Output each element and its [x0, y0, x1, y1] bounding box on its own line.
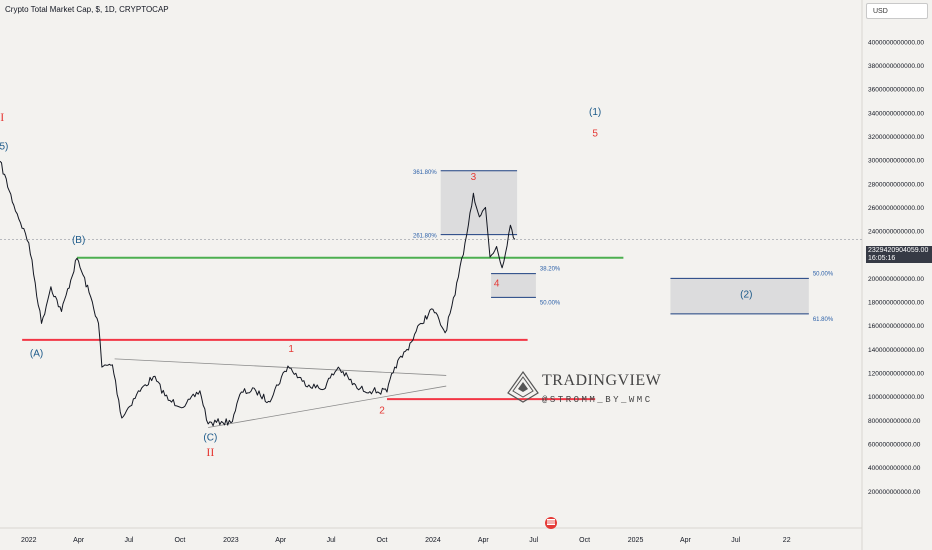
- y-tick-label: 3000000000000.00: [868, 158, 924, 165]
- x-tick-label: Jul: [731, 537, 740, 544]
- wave-label: 4: [494, 279, 500, 290]
- trendline-1: [208, 385, 447, 428]
- y-tick-label: 3400000000000.00: [868, 110, 924, 117]
- y-tick-label: 2000000000000.00: [868, 276, 924, 283]
- trendline-0: [114, 358, 447, 376]
- y-tick-label: 3800000000000.00: [868, 63, 924, 70]
- price-series-line: [0, 160, 516, 427]
- y-tick-label: 1400000000000.00: [868, 347, 924, 354]
- y-tick-label: 400000000000.00: [868, 465, 921, 472]
- current-price-tag: 2329420904059.00 16:05:16: [866, 246, 932, 263]
- x-tick-label: Apr: [478, 537, 490, 544]
- wave-label: (2): [740, 289, 752, 300]
- wave-label: (A): [30, 348, 43, 359]
- fib-zones: 361.80% 261.80% 38.20% 50.00% 50.00% 61.80%: [413, 170, 834, 323]
- fib-level-label: 361.80%: [413, 170, 437, 176]
- chart-title: Crypto Total Market Cap, $, 1D, CRYPTOCA…: [5, 5, 169, 14]
- bar-countdown: 16:05:16: [868, 255, 896, 262]
- trendlines: [114, 358, 447, 428]
- y-tick-label: 1800000000000.00: [868, 300, 924, 307]
- watermark-author: @STROMM_BY_WMC: [542, 395, 653, 405]
- y-tick-label: 1000000000000.00: [868, 394, 924, 401]
- y-tick-label: 200000000000.00: [868, 489, 921, 496]
- fib-level-label: 261.80%: [413, 234, 437, 240]
- wave-label: 5: [592, 128, 598, 139]
- x-tick-label: Jul: [529, 537, 538, 544]
- y-tick-label: 2600000000000.00: [868, 205, 924, 212]
- fib-level-label: 61.80%: [813, 317, 834, 323]
- current-price-value: 2329420904059.00: [868, 247, 929, 254]
- tradingview-logo-icon: [507, 370, 539, 403]
- fib-zone-2: [670, 278, 809, 314]
- y-tick-label: 2400000000000.00: [868, 229, 924, 236]
- y-tick-label: 4000000000000.00: [868, 39, 924, 46]
- y-tick-label: 600000000000.00: [868, 442, 921, 449]
- wave-label: II: [206, 445, 214, 459]
- flag-icon[interactable]: [545, 517, 557, 529]
- wave-label: 2: [379, 405, 385, 416]
- x-tick-label: Apr: [73, 537, 85, 544]
- x-tick-label: 2024: [425, 537, 441, 544]
- x-tick-label: 2023: [223, 537, 239, 544]
- wave-label: 3: [471, 172, 477, 183]
- y-tick-label: 3600000000000.00: [868, 87, 924, 94]
- y-tick-label: 800000000000.00: [868, 418, 921, 425]
- y-tick-label: 3200000000000.00: [868, 134, 924, 141]
- x-axis-ticks: 2022 Apr Jul Oct 2023 Apr Jul Oct 2024 Apr Jul Oct 2…: [21, 537, 791, 544]
- wave-label: (1): [589, 107, 601, 118]
- wave-label: (5): [0, 141, 8, 152]
- watermark-brand: TRADINGVIEW: [542, 372, 662, 389]
- x-tick-label: 2025: [628, 537, 644, 544]
- wave-label: 1: [288, 344, 294, 355]
- x-tick-label: Oct: [377, 537, 388, 544]
- x-tick-label: Apr: [275, 537, 287, 544]
- horizontal-levels: [22, 256, 624, 401]
- wave-annotations: I (5) (B) (A) 1 (C) II 2 3 4 (1) 5 (2): [0, 107, 752, 459]
- wave-label: (C): [203, 432, 217, 443]
- x-tick-label: Jul: [125, 537, 134, 544]
- y-tick-label: 1600000000000.00: [868, 323, 924, 330]
- fib-level-label: 50.00%: [813, 271, 834, 277]
- fib-zone-0: [440, 170, 518, 235]
- x-tick-label: Apr: [680, 537, 692, 544]
- x-tick-label: Jul: [327, 537, 336, 544]
- fib-zone-1: [491, 273, 536, 298]
- wave-label: (B): [72, 235, 85, 246]
- y-axis-ticks: 200000000000.00 400000000000.00 6000000000…: [868, 39, 924, 496]
- x-tick-label: 2022: [21, 537, 37, 544]
- fib-level-label: 38.20%: [540, 267, 561, 273]
- y-tick-label: 1200000000000.00: [868, 371, 924, 378]
- x-tick-label: 22: [783, 537, 791, 544]
- wave-label: I: [0, 110, 4, 124]
- x-tick-label: Oct: [174, 537, 185, 544]
- x-tick-label: Oct: [579, 537, 590, 544]
- y-tick-label: 2800000000000.00: [868, 181, 924, 188]
- currency-selector[interactable]: USD: [866, 3, 928, 19]
- fib-level-label: 50.00%: [540, 300, 561, 306]
